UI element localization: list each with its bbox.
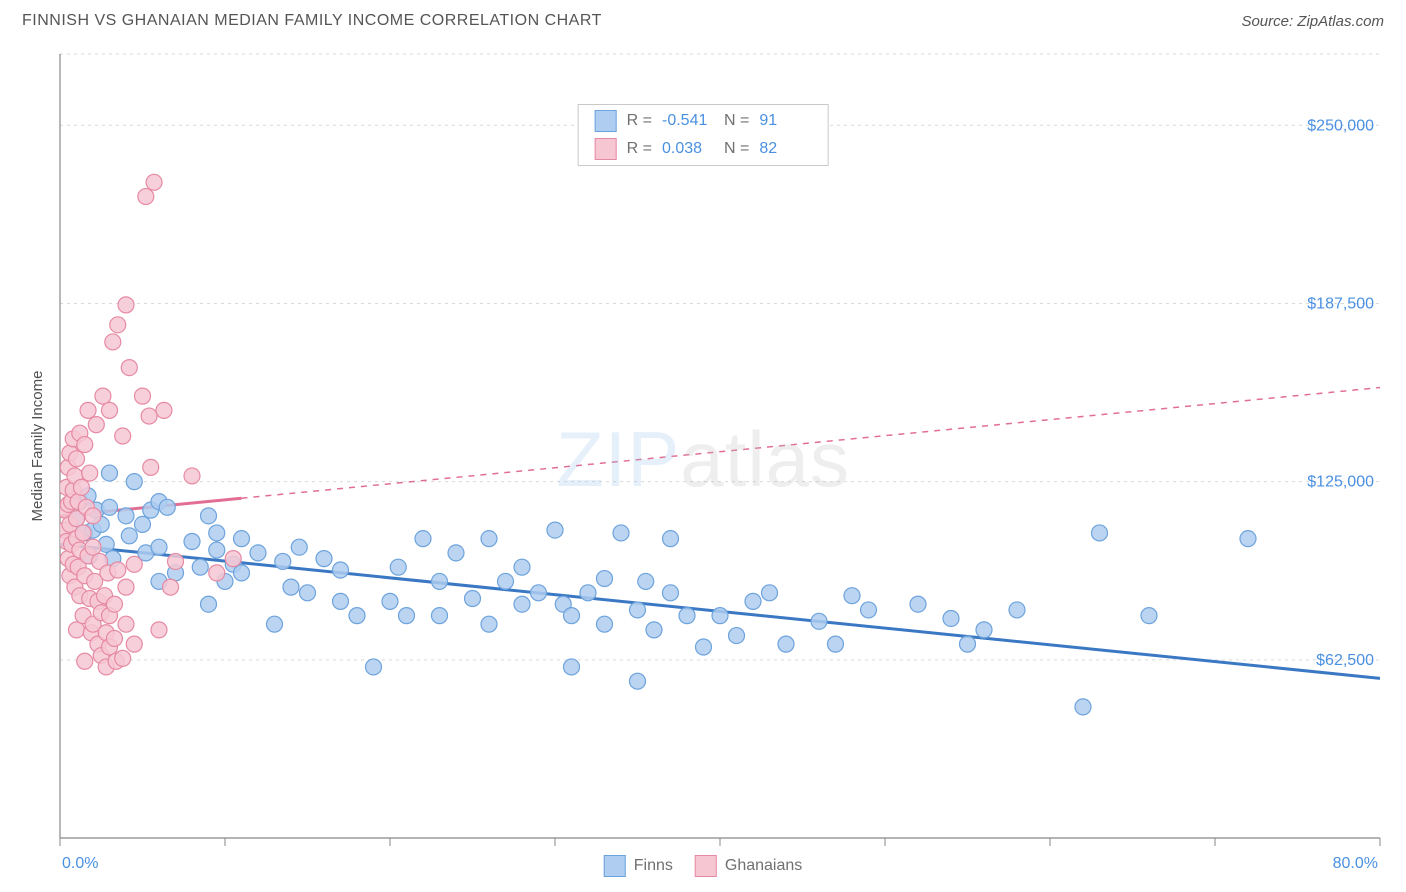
legend-stats-row: R = -0.541 N = 91 bbox=[579, 107, 828, 135]
legend-swatch bbox=[595, 110, 617, 132]
legend-n-label: N = bbox=[724, 112, 749, 130]
legend-r-label: R = bbox=[627, 112, 652, 130]
legend-label: Ghanaians bbox=[725, 857, 802, 875]
legend-series: Finns Ghanaians bbox=[604, 855, 803, 877]
svg-text:$187,500: $187,500 bbox=[1307, 295, 1374, 312]
legend-swatch bbox=[604, 855, 626, 877]
svg-text:$125,000: $125,000 bbox=[1307, 474, 1374, 491]
legend-r-value: 0.038 bbox=[662, 140, 714, 158]
legend-n-label: N = bbox=[724, 140, 749, 158]
legend-stats-row: R = 0.038 N = 82 bbox=[579, 135, 828, 163]
legend-r-label: R = bbox=[627, 140, 652, 158]
legend-item: Ghanaians bbox=[695, 855, 802, 877]
legend-stats-box: R = -0.541 N = 91R = 0.038 N = 82 bbox=[578, 104, 829, 166]
svg-text:0.0%: 0.0% bbox=[62, 855, 98, 872]
legend-label: Finns bbox=[634, 857, 673, 875]
scatter-chart-svg: $62,500 $125,000 $187,500 $250,000 0.0% 80.0%… bbox=[22, 48, 1384, 880]
chart-header: FINNISH VS GHANAIAN MEDIAN FAMILY INCOME… bbox=[0, 0, 1406, 38]
legend-n-value: 91 bbox=[759, 112, 811, 130]
legend-swatch bbox=[695, 855, 717, 877]
svg-text:Median Family Income: Median Family Income bbox=[29, 371, 46, 522]
legend-swatch bbox=[595, 138, 617, 160]
legend-n-value: 82 bbox=[759, 140, 811, 158]
svg-text:80.0%: 80.0% bbox=[1333, 855, 1378, 872]
legend-item: Finns bbox=[604, 855, 673, 877]
chart-title: FINNISH VS GHANAIAN MEDIAN FAMILY INCOME… bbox=[22, 12, 602, 30]
svg-text:$250,000: $250,000 bbox=[1307, 117, 1374, 134]
legend-r-value: -0.541 bbox=[662, 112, 714, 130]
chart-source: Source: ZipAtlas.com bbox=[1241, 13, 1384, 30]
chart-area: $62,500 $125,000 $187,500 $250,000 0.0% 80.0%… bbox=[22, 48, 1384, 880]
svg-text:$62,500: $62,500 bbox=[1316, 652, 1374, 669]
